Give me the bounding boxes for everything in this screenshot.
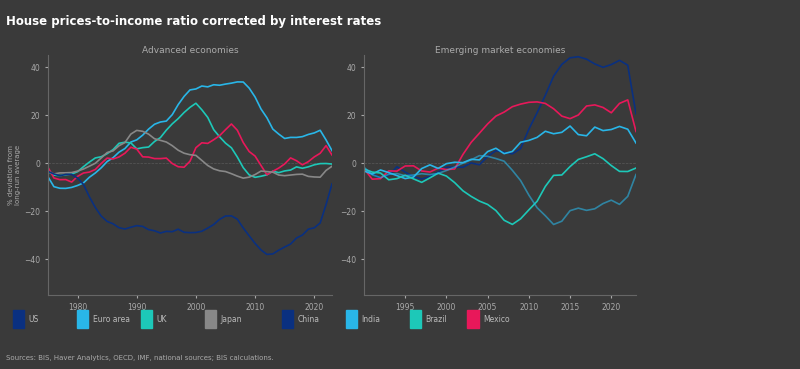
Bar [13, 310, 24, 328]
Text: Sources: BIS, Haver Analytics, OECD, IMF, national sources; BIS calculations.: Sources: BIS, Haver Analytics, OECD, IMF… [6, 355, 274, 361]
Bar [141, 310, 152, 328]
Y-axis label: % deviation from
long-run average: % deviation from long-run average [9, 145, 22, 205]
Text: Japan: Japan [221, 315, 242, 324]
Title: Emerging market economies: Emerging market economies [435, 46, 565, 55]
Text: Mexico: Mexico [483, 315, 510, 324]
Bar [282, 310, 293, 328]
Text: Brazil: Brazil [426, 315, 447, 324]
Title: Advanced economies: Advanced economies [142, 46, 238, 55]
Bar [410, 310, 421, 328]
Text: US: US [29, 315, 39, 324]
Bar [205, 310, 216, 328]
Text: UK: UK [157, 315, 167, 324]
Text: China: China [298, 315, 320, 324]
Text: Euro area: Euro area [93, 315, 130, 324]
Text: India: India [362, 315, 381, 324]
Bar [346, 310, 357, 328]
Text: House prices-to-income ratio corrected by interest rates: House prices-to-income ratio corrected b… [6, 15, 382, 28]
Bar [467, 310, 478, 328]
Bar [77, 310, 88, 328]
